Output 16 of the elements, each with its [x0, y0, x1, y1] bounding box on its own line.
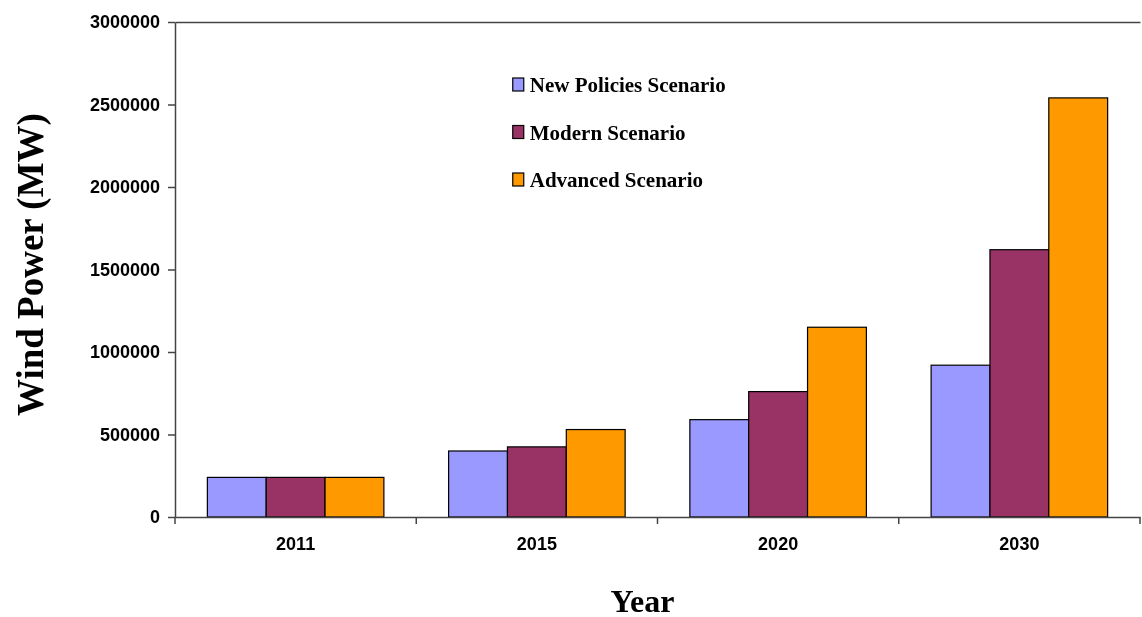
x-tick-label: 2020 — [758, 533, 799, 554]
y-tick-label: 1500000 — [89, 259, 160, 280]
x-tick-label: 2015 — [516, 533, 557, 554]
x-tick-label: 2011 — [276, 533, 316, 554]
y-tick-label: 2500000 — [89, 94, 160, 115]
y-tick-label: 1000000 — [89, 342, 160, 363]
x-tick-label: 2030 — [999, 533, 1040, 554]
legend-label: Advanced Scenario — [529, 168, 703, 192]
y-tick-label: 0 — [149, 507, 160, 528]
y-axis-title: Wind Power (MW) — [10, 113, 52, 416]
y-tick-label: 2000000 — [89, 177, 160, 198]
legend-label: Modern Scenario — [529, 120, 686, 145]
y-tick-label: 500000 — [99, 424, 160, 445]
legend-label: New Policies Scenario — [529, 73, 726, 97]
y-tick-label: 3000000 — [89, 12, 160, 33]
x-axis-title: Year — [610, 583, 675, 617]
